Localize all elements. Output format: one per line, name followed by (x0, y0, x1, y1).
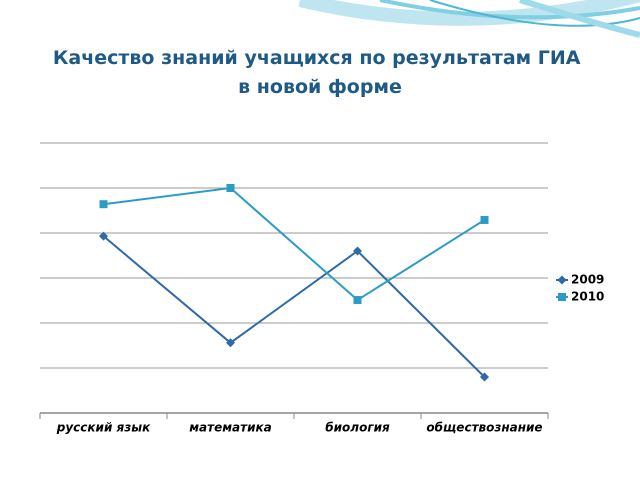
marker (480, 372, 489, 382)
wave (429, 0, 640, 27)
marker (226, 338, 235, 348)
legend-label: 2010 (571, 290, 604, 304)
marker (558, 293, 566, 301)
marker (353, 296, 362, 305)
marker (557, 275, 567, 285)
wave (379, 0, 640, 20)
marker (226, 184, 235, 192)
series-line (102, 235, 486, 378)
chart-title: Качество знаний учащихся по результатам … (53, 47, 587, 98)
wave (298, 0, 640, 26)
x-tick-label: биология (325, 421, 390, 435)
x-tick-label: русский язык (56, 421, 151, 435)
marker (99, 231, 108, 241)
title-line: Качество знаний учащихся по результатам … (53, 47, 581, 69)
x-tick-label: обществознание (426, 421, 542, 435)
x-tick-label: математика (189, 421, 272, 435)
marker (99, 200, 108, 209)
decoration (298, 0, 640, 38)
title-line: в новой форме (238, 76, 402, 98)
series-line (103, 186, 486, 302)
marker (353, 246, 362, 256)
legend-label: 2009 (571, 273, 604, 287)
wave (519, 0, 640, 38)
marker (480, 215, 489, 224)
